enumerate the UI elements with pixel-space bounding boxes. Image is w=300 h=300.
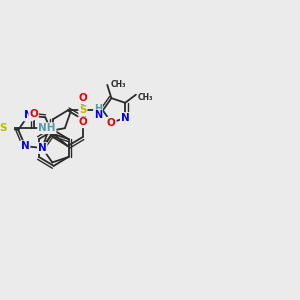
Text: S: S: [79, 105, 87, 116]
Text: N: N: [94, 110, 102, 120]
Text: CH₃: CH₃: [138, 93, 153, 102]
Text: N: N: [21, 141, 30, 151]
Text: O: O: [79, 117, 87, 127]
Text: N: N: [38, 143, 46, 153]
Text: CH₃: CH₃: [111, 80, 127, 89]
Text: O: O: [107, 118, 116, 128]
Text: S: S: [0, 123, 7, 133]
Text: N: N: [24, 110, 33, 120]
Text: N: N: [121, 113, 130, 123]
Text: O: O: [29, 109, 38, 119]
Text: NH: NH: [38, 123, 56, 133]
Text: H: H: [94, 104, 102, 114]
Text: O: O: [79, 94, 87, 103]
